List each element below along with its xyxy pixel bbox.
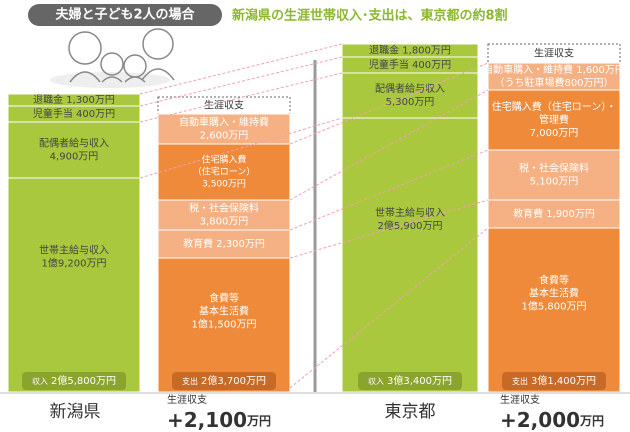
segment-label: 2,600万円 [200,131,249,142]
segment-label: 住宅購入費 [201,154,246,166]
total-label: 支出 3億1,400万円 [512,374,596,387]
total-pill [172,372,276,390]
segment-label: 5,100万円 [530,177,579,188]
expense-heading: 生涯収支 [204,99,244,112]
balance-label: 生涯収支 [167,393,207,406]
segment-label: 退職金 1,300万円 [33,93,115,106]
segment-label: 税・社会保険料 [189,202,259,215]
segment-label: 3,500万円 [202,179,246,190]
segment-label: 世帯主給与収入 [375,206,445,219]
expense-segment [157,229,291,259]
expense-segment [487,62,621,91]
segment-label: 住宅購入費（住宅ローン）・ [492,100,617,113]
segment-label: 5,300万円 [386,97,435,108]
expense-segment [487,227,621,393]
segment-label: 退職金 1,800万円 [369,44,451,57]
segment-label: 1億1,500万円 [192,318,257,331]
total-amount: 2億5,800万円 [51,374,116,387]
segment-label: 教育費 1,900万円 [513,207,595,220]
segment-label: 食費等 [209,292,239,305]
headline: 新潟県の生涯世帯収入･支出は、東京都の約8割 [232,8,508,24]
segment-label: 自動車購入・維持費 [179,116,269,129]
total-amount: 3億3,400万円 [387,374,452,387]
total-label: 収入 2億5,800万円 [32,374,116,387]
balance-unit: 万円 [246,414,271,428]
total-label: 支出 2億3,700万円 [182,374,266,387]
expense-segment [157,199,291,231]
segment-label: 児童手当 400万円 [369,58,451,71]
total-label: 収入 3億3,400万円 [368,374,452,387]
total-amount: 3億1,400万円 [531,374,596,387]
family-icon [50,28,175,88]
segment-label: 7,000万円 [530,128,579,139]
segment-label: 世帯主給与収入 [39,244,109,257]
balance-unit: 万円 [579,414,604,428]
income-segment [341,72,479,119]
segment-label: 教育費 2,300万円 [183,237,265,250]
balance-amount: +2,000 [500,408,580,432]
income-segment [7,121,141,179]
segment-label: 4,900万円 [50,152,99,163]
balance: +2,000万円 [500,408,604,432]
segment-label: 管理費 [539,113,569,126]
segment-label: 児童手当 400万円 [33,107,115,120]
segment-label: 3,800万円 [200,217,249,228]
balance-amount: +2,100 [167,408,247,432]
segment-label: 配偶者給与収入 [375,82,445,95]
total-pill [22,372,126,390]
badge: 夫婦と子ども2人の場合 [55,7,195,23]
total-kind: 支出 [512,376,528,386]
total-kind: 収入 [368,376,384,386]
expense-segment [157,257,291,393]
total-kind: 支出 [182,376,198,386]
segment-label: 1億9,200万円 [42,257,107,270]
balance: +2,100万円 [167,408,271,432]
expense-segment [487,89,621,151]
segment-label: 配偶者給与収入 [39,137,109,150]
income-segment [341,117,479,393]
region-name: 東京都 [385,402,436,422]
segment-label: 自動車購入・維持費 1,600万円 [483,63,625,76]
segment-label: 食費等 [539,274,569,287]
segment-label: 2億5,900万円 [378,219,443,232]
balance-label: 生涯収支 [500,393,540,406]
segment-label: （住宅ローン） [193,166,256,178]
total-amount: 2億3,700万円 [201,374,266,387]
segment-label: 1億5,800万円 [522,300,587,313]
segment-label: 基本生活費 [529,287,579,300]
expense-heading: 生涯収支 [534,47,574,60]
segment-label: （うち駐車場費800万円） [494,76,613,89]
region-name: 新潟県 [50,402,101,422]
total-pill [358,372,462,390]
expense-segment [487,149,621,201]
connector-lines [139,43,489,389]
total-kind: 収入 [32,376,48,386]
segment-label: 税・社会保険料 [519,162,589,175]
expense-segment [487,199,621,229]
income-segment [7,177,141,393]
total-pill [502,372,606,390]
segment-label: 基本生活費 [199,305,249,318]
badge-bg [28,4,222,26]
